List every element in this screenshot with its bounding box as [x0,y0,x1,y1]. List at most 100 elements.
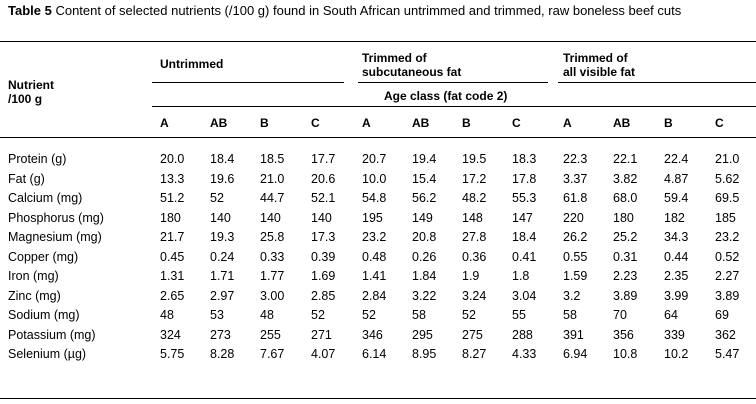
column-header: AB [210,116,228,130]
group-header-line2: all visible fat [563,65,636,79]
table-cell: 10.0 [362,171,387,186]
table-cell: 1.84 [412,269,437,283]
table-cell: 17.3 [311,230,336,244]
table-row: Copper (mg) 0.45 0.24 0.33 0.39 0.48 0.26 0.36 0… [0,248,756,267]
table-cell: 19.4 [412,152,437,166]
table-cell: 20.0 [160,152,185,166]
table-cell: 55.3 [512,191,537,205]
table-cell: 0.41 [512,249,537,264]
table-row: Fat (g) 13.3 19.6 21.0 20.6 10.0 15.4 17.2 17.8 3… [0,170,756,189]
nutrient-header-line2: /100 g [8,92,43,106]
table-cell: 15.4 [412,171,437,186]
column-header: C [311,116,320,130]
table-row: Protein (g) 20.0 18.4 18.5 17.7 20.7 19.4 19.5 1… [0,150,756,169]
table-cell: 19.5 [462,152,487,166]
table-cell: 8.28 [210,347,235,361]
table-cell: 3.99 [664,288,689,303]
table-row: Iron (mg) 1.31 1.71 1.77 1.69 1.41 1.84 1.9 1.8 1… [0,267,756,286]
table-cell: 0.36 [462,249,487,264]
table-cell: 34.3 [664,230,689,244]
column-header: A [362,116,371,130]
table-cell: 52 [210,191,224,205]
table-row: Calcium (mg) 51.2 52 44.7 52.1 54.8 56.2 48.2 55… [0,189,756,208]
column-header: B [462,116,471,130]
table-cell: 26.2 [563,230,588,244]
table-cell: 22.4 [664,152,689,166]
table-cell: 52 [311,308,325,322]
table-cell: 362 [715,327,736,342]
table-cell: 195 [362,210,383,225]
table-cell: 3.24 [462,288,487,303]
table-cell: 5.47 [715,347,740,361]
table-cell: 6.14 [362,347,387,361]
table-cell: 2.85 [311,288,336,303]
table-row: Selenium (µg) 5.75 8.28 7.67 4.07 6.14 8.95 8.2… [0,345,756,364]
group-header-line1: Trimmed of [362,51,427,65]
column-header: AB [613,116,631,130]
table-cell: 3.82 [613,171,638,186]
table-cell: 0.48 [362,249,387,264]
table-cell: 346 [362,327,383,342]
table-cell: 18.4 [210,152,235,166]
table-row: Phosphorus (mg) 180 140 140 140 195 149 148 147 2… [0,209,756,228]
table-cell: 52 [462,308,476,322]
table-cell: 61.8 [563,191,588,205]
table-cell: 3.89 [613,288,638,303]
table-cell: 182 [664,210,685,225]
table-cell: 295 [412,327,433,342]
table-cell: 2.35 [664,269,689,283]
table-cell: 18.3 [512,152,537,166]
header-bottom-rule [0,137,756,138]
table-cell: 180 [160,210,181,225]
table-cell: 18.4 [512,230,537,244]
table-cell: 288 [512,327,533,342]
table-cell: 140 [311,210,332,225]
table-cell: 1.69 [311,269,336,283]
table-cell: 44.7 [260,191,285,205]
table-cell: 2.84 [362,288,387,303]
table-cell: 0.52 [715,249,740,264]
table-cell: 3.89 [715,288,740,303]
table-cell: 64 [664,308,678,322]
table-cell: 56.2 [412,191,437,205]
table-cell: 52.1 [311,191,336,205]
nutrient-name: Selenium (µg) [8,347,87,361]
table-cell: 20.7 [362,152,387,166]
group-underline-visible [558,82,756,83]
table-cell: 1.41 [362,269,387,283]
column-header: C [512,116,521,130]
column-header: AB [412,116,430,130]
group-header-visible: Trimmed of all visible fat [563,51,635,79]
table-cell: 4.33 [512,347,537,361]
table-cell: 147 [512,210,533,225]
column-header: B [664,116,673,130]
table-cell: 1.9 [462,269,480,283]
table-cell: 140 [260,210,281,225]
table-cell: 21.0 [715,152,740,166]
table-cell: 2.97 [210,288,235,303]
table-label: Table 5 [8,3,52,18]
table-cell: 180 [613,210,634,225]
table-cell: 19.6 [210,171,235,186]
table-cell: 1.31 [160,269,185,283]
table-cell: 51.2 [160,191,185,205]
table-cell: 275 [462,327,483,342]
group-header-line1: Trimmed of [563,51,628,65]
nutrient-name: Protein (g) [8,152,67,166]
table-cell: 3.00 [260,288,285,303]
table-cell: 48 [260,308,274,322]
table-cell: 0.26 [412,249,437,264]
table-cell: 19.3 [210,230,235,244]
top-rule [0,41,756,42]
table-cell: 2.65 [160,288,185,303]
table-cell: 149 [412,210,433,225]
table-cell: 70 [613,308,627,322]
nutrient-header: Nutrient /100 g [8,78,54,106]
table-cell: 17.8 [512,171,537,186]
table-cell: 1.8 [512,269,530,283]
group-header-untrimmed: Untrimmed [160,57,223,71]
table-cell: 25.2 [613,230,638,244]
group-header-subcutaneous: Trimmed of subcutaneous fat [362,51,461,79]
column-header: A [160,116,169,130]
table-cell: 140 [210,210,231,225]
